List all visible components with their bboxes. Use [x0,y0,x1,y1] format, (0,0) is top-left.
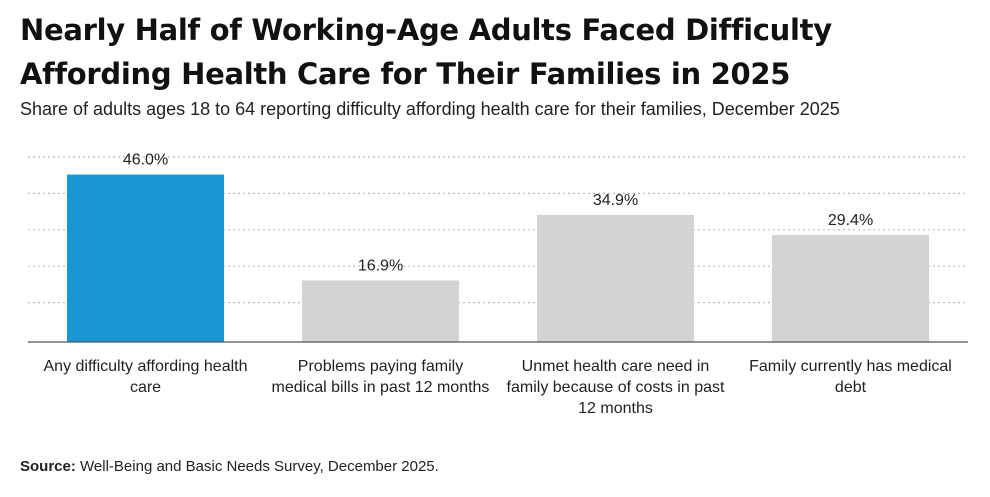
source-label: Source: [20,458,76,475]
category-label-line: Any difficulty affording health [44,358,248,375]
data-labels: 46.0% 16.9% 34.9% 29.4% [123,152,873,275]
bars [67,174,929,342]
chart-title: Nearly Half of Working-Age Adults Faced … [20,8,970,96]
category-label: Problems paying family medical bills in p… [272,358,490,396]
category-label-line: Family currently has medical [749,358,952,375]
chart-title-line-2: Affording Health Care for Their Families… [20,57,791,91]
bar [772,234,929,342]
category-label-line: family because of costs in past [507,379,725,396]
data-label: 16.9% [358,257,403,274]
category-label-line: 12 months [578,400,653,417]
category-label: Any difficulty affording health care [44,358,248,396]
data-label: 46.0% [123,152,168,169]
data-label: 34.9% [593,192,638,209]
category-label-line: debt [835,379,867,396]
source-note: Source: Well-Being and Basic Needs Surve… [20,458,439,475]
bar [302,280,459,342]
category-label-line: Unmet health care need in [522,358,710,375]
category-labels: Any difficulty affording health care Probl… [44,358,952,417]
category-label-line: care [130,379,161,396]
bar [67,174,224,342]
category-label: Unmet health care need in family because … [507,358,725,417]
category-label-line: Problems paying family [298,358,463,375]
category-label: Family currently has medical debt [749,358,952,396]
bar-chart: 46.0% 16.9% 34.9% 29.4% Any difficulty affo… [28,152,968,417]
category-label-line: medical bills in past 12 months [272,379,490,396]
source-text: Well-Being and Basic Needs Survey, Decem… [75,458,439,475]
chart-title-line-1: Nearly Half of Working-Age Adults Faced … [20,13,832,47]
data-label: 29.4% [828,212,873,229]
chart-subtitle: Share of adults ages 18 to 64 reporting … [20,99,840,119]
bar [537,214,694,342]
